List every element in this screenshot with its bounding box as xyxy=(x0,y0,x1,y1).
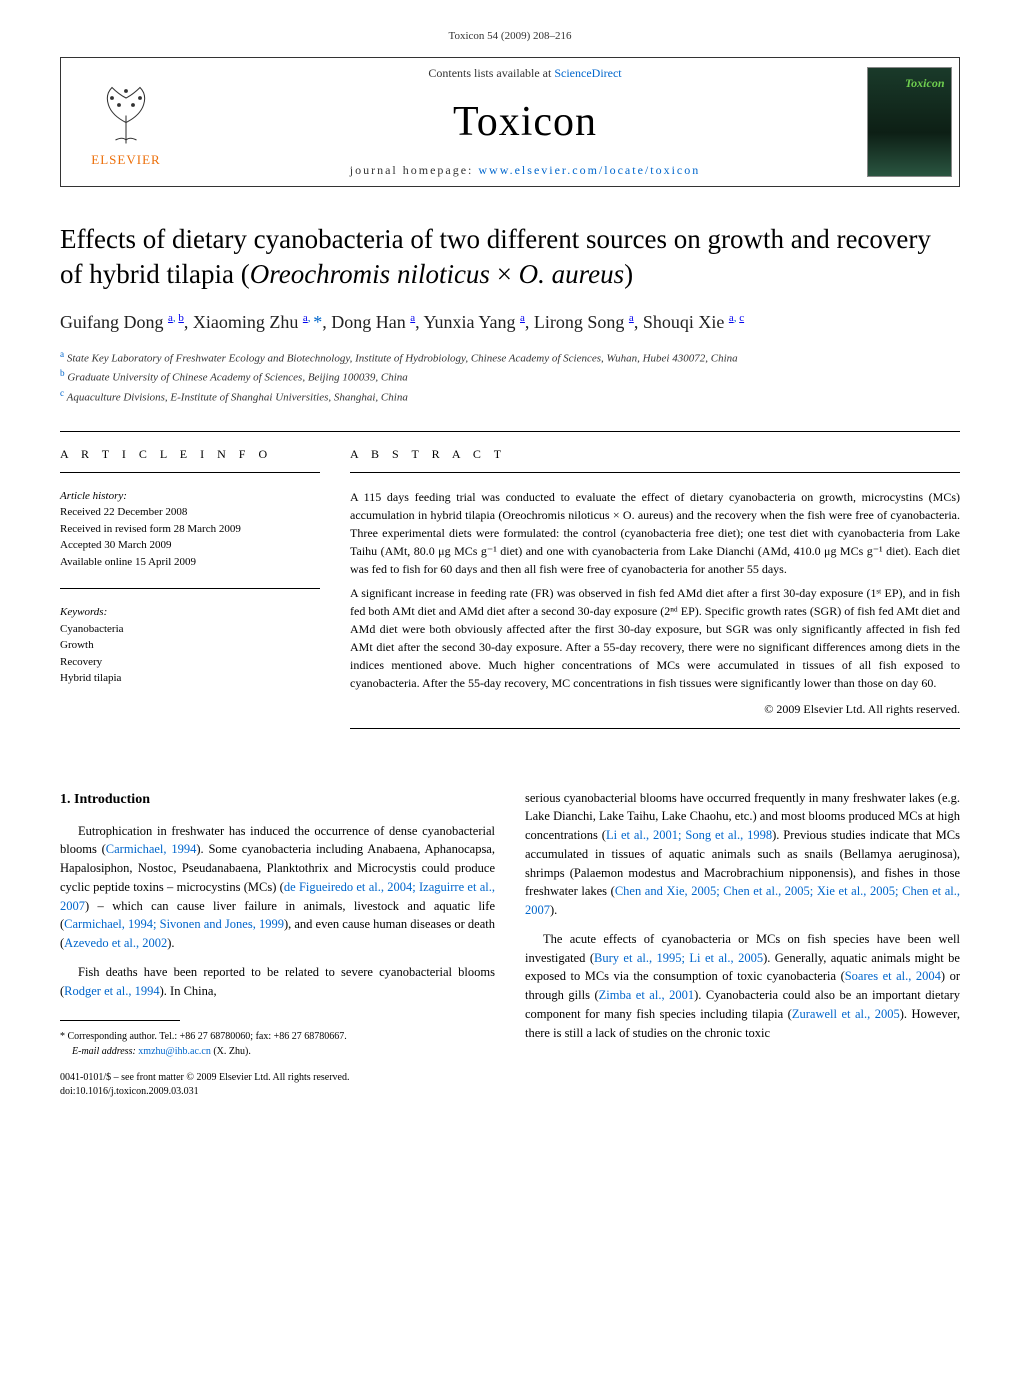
cover-thumbnail-block: Toxicon xyxy=(859,58,959,186)
intro-p3: The acute effects of cyanobacteria or MC… xyxy=(525,930,960,1043)
info-divider xyxy=(60,472,320,473)
citation-link[interactable]: Li et al., 2001; Song et al., 1998 xyxy=(606,828,772,842)
intro-heading: 1. Introduction xyxy=(60,789,495,810)
abstract-divider xyxy=(350,472,960,473)
keyword: Cyanobacteria xyxy=(60,621,320,638)
affil-link-b[interactable]: b xyxy=(178,312,184,324)
history-line: Received 22 December 2008 xyxy=(60,504,320,521)
affiliation-b: b Graduate University of Chinese Academy… xyxy=(60,367,960,386)
affil-link-c[interactable]: c xyxy=(739,312,744,324)
citation-link[interactable]: Soares et al., 2004 xyxy=(845,969,941,983)
article-info-column: A R T I C L E I N F O Article history: R… xyxy=(60,447,320,744)
email-line: E-mail address: xmzhu@ihb.ac.cn (X. Zhu)… xyxy=(60,1044,495,1059)
intro-p2: Fish deaths have been reported to be rel… xyxy=(60,963,495,1001)
front-matter-line: 0041-0101/$ – see front matter © 2009 El… xyxy=(60,1071,495,1085)
info-divider-2 xyxy=(60,588,320,589)
email-label: E-mail address: xyxy=(72,1046,138,1057)
homepage-prefix: journal homepage: xyxy=(350,163,479,177)
affiliation-a-text: State Key Laboratory of Freshwater Ecolo… xyxy=(67,353,738,365)
affil-link-a5[interactable]: a xyxy=(629,312,634,324)
text-run: ). In China, xyxy=(160,984,217,998)
article-history-block: Article history: Received 22 December 20… xyxy=(60,488,320,571)
keyword: Hybrid tilapia xyxy=(60,670,320,687)
affil-link-a2[interactable]: a xyxy=(303,312,308,324)
journal-homepage-link[interactable]: www.elsevier.com/locate/toxicon xyxy=(478,163,700,177)
history-line: Available online 15 April 2009 xyxy=(60,554,320,571)
email-link[interactable]: xmzhu@ihb.ac.cn xyxy=(138,1046,211,1057)
abstract-p2: A significant increase in feeding rate (… xyxy=(350,584,960,692)
affiliation-a: a State Key Laboratory of Freshwater Eco… xyxy=(60,348,960,367)
cover-title: Toxicon xyxy=(905,76,945,91)
corresponding-footnote: * Corresponding author. Tel.: +86 27 687… xyxy=(60,1029,495,1059)
doi-block: 0041-0101/$ – see front matter © 2009 El… xyxy=(60,1071,495,1099)
running-head: Toxicon 54 (2009) 208–216 xyxy=(60,30,960,42)
contents-prefix: Contents lists available at xyxy=(428,66,554,80)
publisher-logo-block: ELSEVIER xyxy=(61,58,191,186)
affiliations-block: a State Key Laboratory of Freshwater Eco… xyxy=(60,348,960,405)
footnote-divider xyxy=(60,1020,180,1021)
affil-link-a[interactable]: a xyxy=(168,312,173,324)
corresponding-mark: * xyxy=(313,312,322,332)
email-suffix: (X. Zhu). xyxy=(211,1046,251,1057)
abstract-copyright: © 2009 Elsevier Ltd. All rights reserved… xyxy=(350,700,960,718)
citation-link[interactable]: Bury et al., 1995; Li et al., 2005 xyxy=(594,951,763,965)
journal-banner: ELSEVIER Contents lists available at Sci… xyxy=(60,57,960,187)
abstract-body: A 115 days feeding trial was conducted t… xyxy=(350,488,960,718)
article-title: Effects of dietary cyanobacteria of two … xyxy=(60,222,960,292)
abstract-column: A B S T R A C T A 115 days feeding trial… xyxy=(350,447,960,744)
sciencedirect-link[interactable]: ScienceDirect xyxy=(554,66,621,80)
journal-cover-thumbnail: Toxicon xyxy=(867,67,952,177)
citation-link[interactable]: Carmichael, 1994; Sivonen and Jones, 199… xyxy=(64,917,284,931)
text-run: ). xyxy=(550,903,557,917)
author-list: Guifang Dong a, b, Xiaoming Zhu a, *, Do… xyxy=(60,312,960,333)
affil-link-a4[interactable]: a xyxy=(520,312,525,324)
journal-homepage-line: journal homepage: www.elsevier.com/locat… xyxy=(350,163,700,178)
keywords-label: Keywords: xyxy=(60,604,320,621)
banner-center: Contents lists available at ScienceDirec… xyxy=(191,58,859,186)
affil-link-a3[interactable]: a xyxy=(410,312,415,324)
citation-link[interactable]: Zurawell et al., 2005 xyxy=(792,1007,900,1021)
elsevier-tree-icon xyxy=(91,77,161,147)
citation-link[interactable]: Carmichael, 1994 xyxy=(106,842,197,856)
corr-author-line: * Corresponding author. Tel.: +86 27 687… xyxy=(60,1029,495,1044)
abstract-heading: A B S T R A C T xyxy=(350,447,960,462)
abstract-p1: A 115 days feeding trial was conducted t… xyxy=(350,488,960,578)
history-label: Article history: xyxy=(60,488,320,505)
affil-link-a6[interactable]: a xyxy=(729,312,734,324)
history-line: Accepted 30 March 2009 xyxy=(60,537,320,554)
citation-link[interactable]: Azevedo et al., 2002 xyxy=(64,936,167,950)
affiliation-c-text: Aquaculture Divisions, E-Institute of Sh… xyxy=(67,391,408,403)
intro-p1: Eutrophication in freshwater has induced… xyxy=(60,822,495,953)
intro-p1-cont: serious cyanobacterial blooms have occur… xyxy=(525,789,960,920)
citation-link[interactable]: Rodger et al., 1994 xyxy=(64,984,159,998)
article-info-heading: A R T I C L E I N F O xyxy=(60,447,320,462)
keywords-block: Keywords: Cyanobacteria Growth Recovery … xyxy=(60,604,320,687)
citation-link[interactable]: Zimba et al., 2001 xyxy=(599,988,694,1002)
history-line: Received in revised form 28 March 2009 xyxy=(60,521,320,538)
abstract-bottom-divider xyxy=(350,728,960,729)
journal-name: Toxicon xyxy=(453,98,597,146)
contents-available-line: Contents lists available at ScienceDirec… xyxy=(428,66,621,81)
right-column: serious cyanobacterial blooms have occur… xyxy=(525,789,960,1100)
text-run: ). xyxy=(167,936,174,950)
affiliation-c: c Aquaculture Divisions, E-Institute of … xyxy=(60,387,960,406)
affiliation-b-text: Graduate University of Chinese Academy o… xyxy=(67,372,407,384)
keyword: Recovery xyxy=(60,654,320,671)
divider xyxy=(60,431,960,432)
info-abstract-row: A R T I C L E I N F O Article history: R… xyxy=(60,447,960,744)
publisher-name: ELSEVIER xyxy=(91,152,160,168)
body-two-column: 1. Introduction Eutrophication in freshw… xyxy=(60,789,960,1100)
left-column: 1. Introduction Eutrophication in freshw… xyxy=(60,789,495,1100)
keyword: Growth xyxy=(60,637,320,654)
doi-line: doi:10.1016/j.toxicon.2009.03.031 xyxy=(60,1085,495,1099)
